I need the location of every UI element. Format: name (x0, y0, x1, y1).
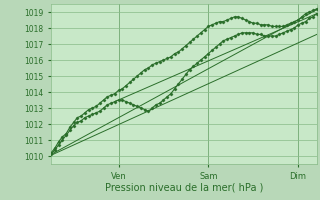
X-axis label: Pression niveau de la mer( hPa ): Pression niveau de la mer( hPa ) (105, 182, 263, 192)
